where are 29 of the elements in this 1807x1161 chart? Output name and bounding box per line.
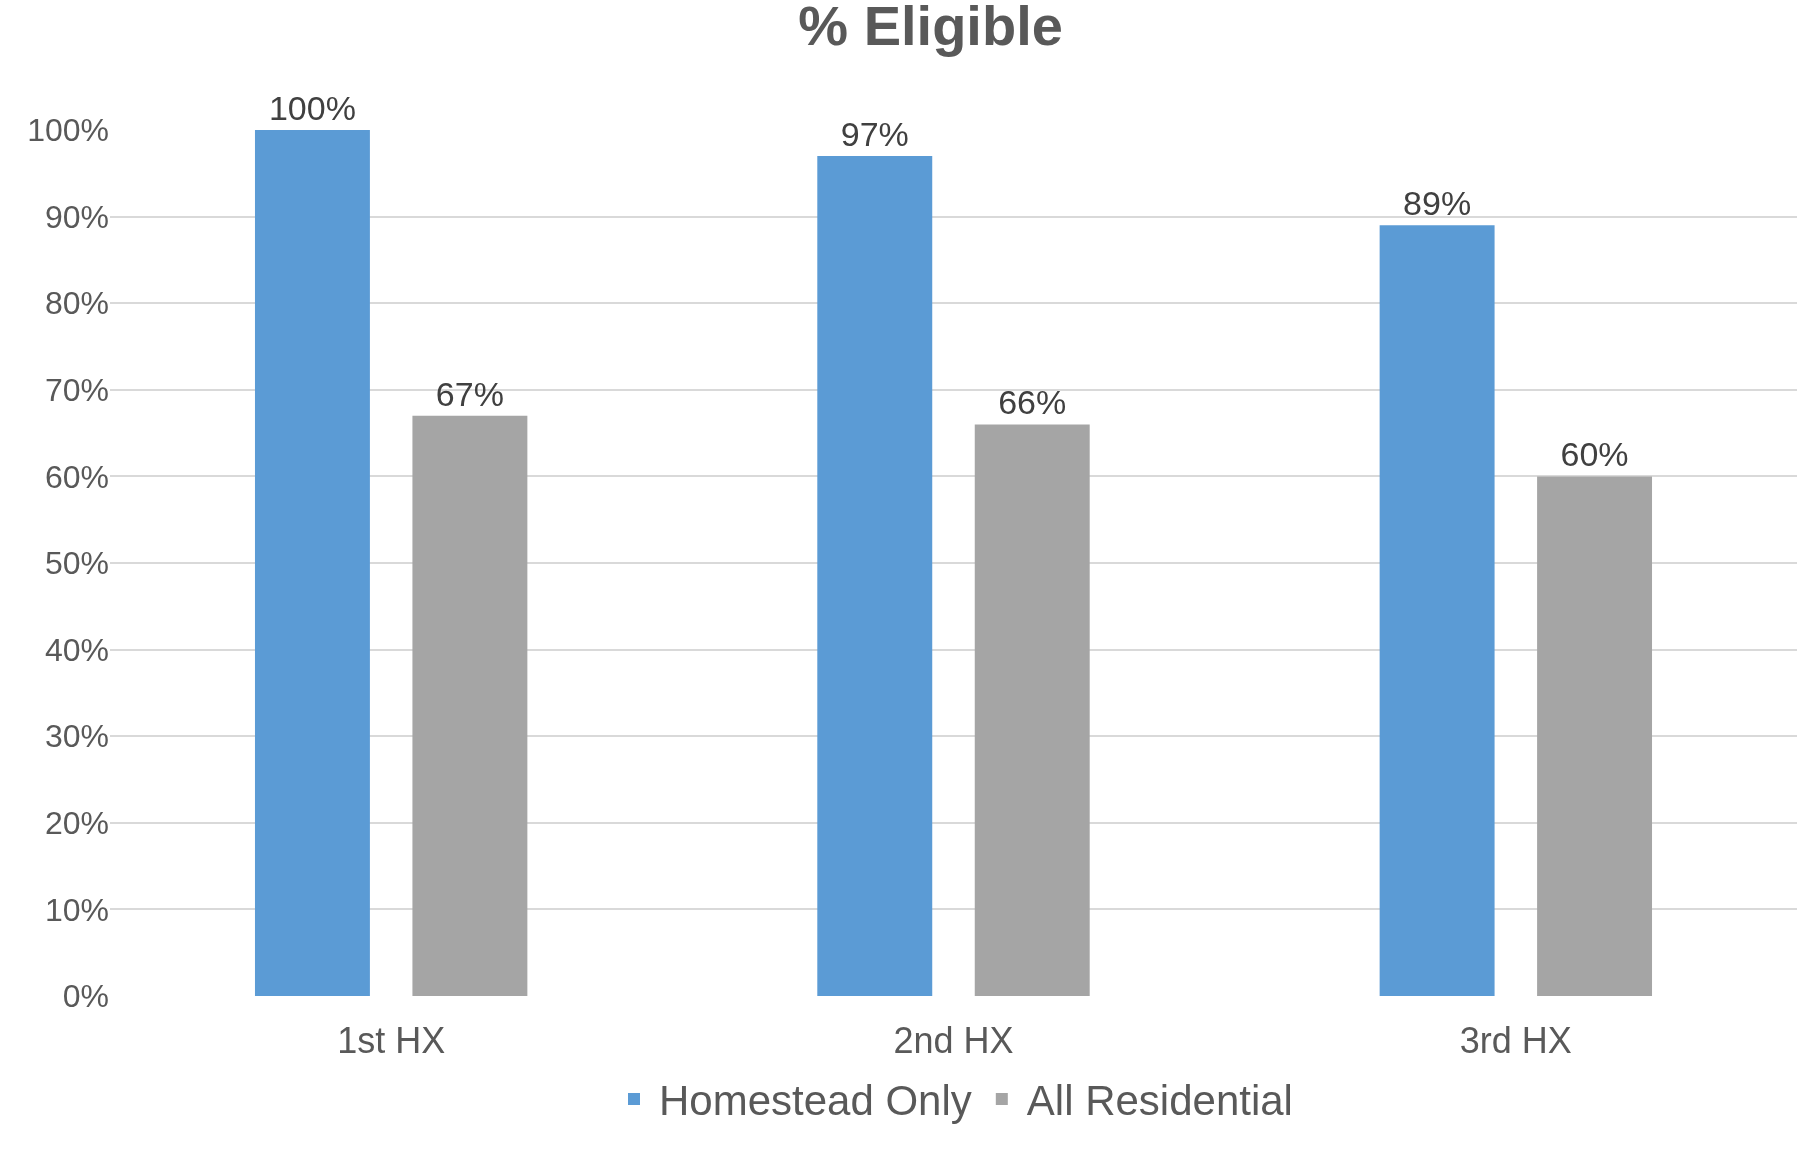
bar (1379, 225, 1495, 996)
text: 100% (268, 89, 356, 127)
text: 97% (840, 114, 909, 153)
y-tick-label: 70% (44, 372, 109, 408)
text: 66% (998, 383, 1067, 422)
bar (817, 155, 933, 996)
x-tick-label: 2nd HX (893, 1020, 1014, 1061)
text: 60% (1560, 435, 1629, 474)
y-tick-label: 100% (27, 112, 109, 149)
chart-title: % Eligible (798, 0, 1063, 58)
y-tick-label: 40% (44, 631, 109, 668)
y-tick-label: 0% (62, 978, 109, 1015)
y-tick-label: 90% (44, 198, 109, 235)
y-tick-label: 30% (44, 718, 109, 755)
text: 89% (1403, 184, 1472, 223)
y-tick-label: 60% (44, 458, 109, 495)
legend-label: Homestead Only (659, 1077, 972, 1125)
bar (1537, 476, 1653, 996)
x-tick-label: 1st HX (337, 1020, 446, 1061)
bar (254, 130, 370, 996)
legend-label: All Residential (1026, 1077, 1293, 1125)
y-tick-label: 50% (44, 545, 109, 582)
y-tick-label: 20% (44, 805, 109, 841)
x-tick-label: 3rd HX (1459, 1020, 1572, 1061)
y-tick-label: 80% (44, 285, 109, 322)
y-tick-label: 10% (44, 891, 109, 928)
text: 67% (435, 374, 504, 413)
bar (412, 415, 528, 996)
bar (974, 424, 1090, 996)
